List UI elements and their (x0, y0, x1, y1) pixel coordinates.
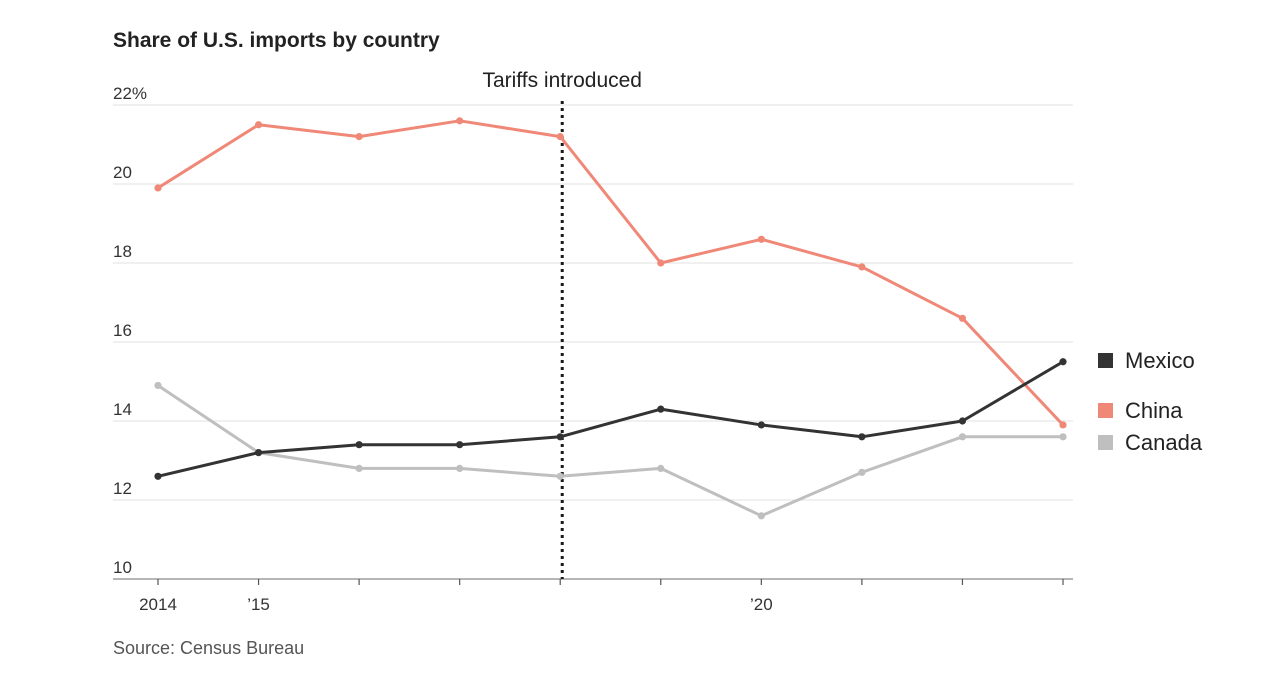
data-point-canada (154, 381, 162, 390)
data-point-china (456, 117, 464, 125)
x-tick-label: 2014 (139, 595, 177, 614)
x-axis: 2014 ’15 ’20 (139, 579, 1064, 614)
data-point-mexico (858, 433, 866, 441)
data-point-canada (958, 433, 967, 441)
data-point-mexico (355, 441, 363, 449)
x-tick-label: ’15 (247, 595, 270, 614)
gridlines (113, 104, 1073, 580)
source-note: Source: Census Bureau (113, 638, 304, 658)
x-tick-label: ’20 (750, 595, 773, 614)
data-point-china (355, 133, 363, 141)
data-point-canada (1059, 433, 1067, 441)
data-point-china (657, 259, 665, 267)
series-line-mexico (156, 360, 1065, 478)
chart-title: Share of U.S. imports by country (113, 29, 440, 52)
data-point-mexico (1059, 358, 1067, 366)
y-tick-label: 10 (113, 558, 132, 577)
data-point-china (958, 314, 967, 322)
legend-label-china: China (1125, 398, 1183, 423)
data-point-canada (657, 464, 665, 472)
series-line-china (156, 119, 1065, 427)
legend: Mexico China Canada (1098, 348, 1203, 455)
data-point-mexico (958, 417, 967, 425)
data-point-china (858, 263, 866, 271)
legend-swatch-china (1098, 403, 1113, 418)
data-point-canada (858, 468, 866, 476)
series-line-canada (156, 383, 1065, 518)
y-axis: 22% 20 18 16 14 12 10 (113, 84, 147, 577)
legend-label-mexico: Mexico (1125, 348, 1195, 373)
data-point-mexico (556, 433, 564, 441)
data-point-canada (757, 512, 765, 520)
data-point-mexico (757, 421, 765, 429)
y-tick-label: 16 (113, 321, 132, 340)
data-point-china (556, 133, 564, 141)
y-tick-label: 22% (113, 84, 147, 103)
data-point-mexico (657, 405, 665, 413)
annotations: Tariffs introduced (482, 69, 642, 579)
data-point-mexico (254, 449, 263, 457)
series (154, 117, 1067, 520)
annotation-label: Tariffs introduced (482, 69, 642, 92)
legend-swatch-mexico (1098, 353, 1113, 368)
data-point-mexico (154, 472, 162, 480)
data-point-china (154, 184, 162, 192)
legend-swatch-canada (1098, 435, 1113, 450)
data-point-china (254, 121, 263, 129)
y-tick-label: 12 (113, 479, 132, 498)
legend-label-canada: Canada (1125, 430, 1203, 455)
data-point-mexico (456, 441, 464, 449)
data-point-canada (355, 464, 363, 472)
y-tick-label: 18 (113, 242, 132, 261)
data-point-china (757, 235, 765, 243)
y-tick-label: 14 (113, 400, 132, 419)
data-point-china (1059, 421, 1067, 429)
y-tick-label: 20 (113, 163, 132, 182)
data-point-canada (456, 464, 464, 472)
data-point-canada (556, 472, 564, 480)
